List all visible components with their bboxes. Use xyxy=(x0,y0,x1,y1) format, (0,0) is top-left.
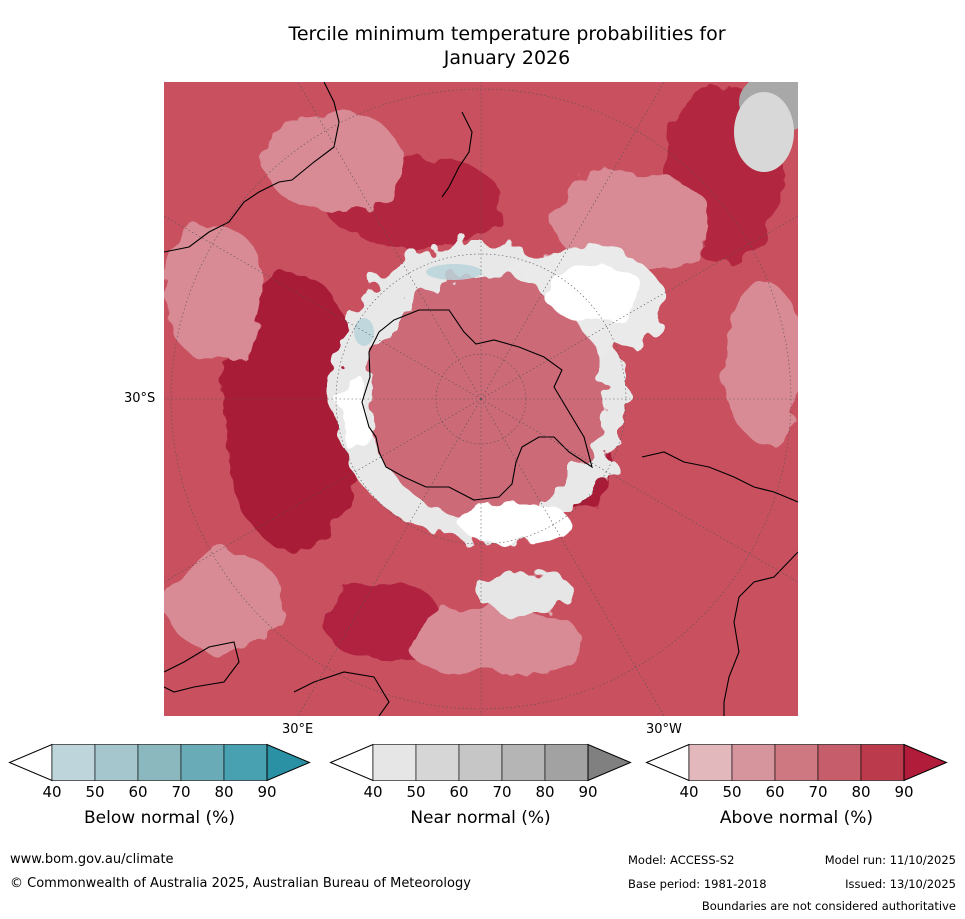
cbar-above-tick-60: 60 xyxy=(765,783,785,801)
contour-light-sw xyxy=(164,552,284,652)
cbar-above-seg-1 xyxy=(688,744,733,781)
cbar-below-seg-0 xyxy=(8,743,53,782)
cbar-below-tick-90: 90 xyxy=(257,783,277,801)
cbar-near-seg-0 xyxy=(329,743,374,782)
footer-issued: Issued: 13/10/2025 xyxy=(845,877,956,891)
cbar-above-tick-90: 90 xyxy=(894,783,914,801)
lat-label-30s: 30°S xyxy=(124,391,156,406)
cbar-near-tick-80: 80 xyxy=(535,783,555,801)
contour-light-s xyxy=(404,607,584,677)
above-normal-core xyxy=(366,275,602,519)
cbar-above-seg-3 xyxy=(774,744,819,781)
meridian-150w xyxy=(480,82,665,400)
south-america-coastline xyxy=(641,451,798,716)
near-light-patch-ne xyxy=(734,92,794,172)
cbar-below-seg-3 xyxy=(137,744,182,781)
antarctica-coastline xyxy=(361,309,593,501)
cbar-below-seg-2 xyxy=(94,744,139,781)
colorbar-below-normal xyxy=(8,743,311,782)
colorbar-near-svg xyxy=(329,743,632,782)
cbar-above-tick-40: 40 xyxy=(679,783,699,801)
colorbar-above-normal xyxy=(645,743,948,782)
below-normal-patch-west xyxy=(354,318,374,346)
cbar-near-seg-2 xyxy=(415,744,460,781)
cbar-near-tick-60: 60 xyxy=(449,783,469,801)
cbar-below-tick-50: 50 xyxy=(85,783,105,801)
coastlines xyxy=(164,82,798,716)
lon-label-30e: 30°E xyxy=(282,722,314,737)
colorbar-near-normal xyxy=(329,743,632,782)
white-patch-south xyxy=(459,500,569,544)
cbar-near-seg-3 xyxy=(458,744,503,781)
colorbar-below-title: Below normal (%) xyxy=(84,808,235,828)
contour-light-nw xyxy=(164,222,264,362)
map-svg xyxy=(164,82,798,716)
white-patches xyxy=(340,262,644,544)
cbar-near-seg-5 xyxy=(544,744,589,781)
footer-model-run: Model run: 11/10/2025 xyxy=(824,853,956,867)
probability-map[interactable] xyxy=(164,82,798,716)
cbar-above-seg-2 xyxy=(731,744,776,781)
graticule xyxy=(164,82,798,716)
cbar-above-tick-50: 50 xyxy=(722,783,742,801)
cbar-above-seg-6 xyxy=(903,743,948,782)
probability-contours xyxy=(164,82,798,677)
meridian-30e xyxy=(297,398,482,716)
lon-label-30w: 30°W xyxy=(646,722,682,737)
meridian-120e xyxy=(164,215,482,400)
colorbar-above-title: Above normal (%) xyxy=(719,808,874,828)
colorbar-above-svg xyxy=(645,743,948,782)
footer-website-link[interactable]: www.bom.gov.au/climate xyxy=(10,852,174,867)
footer-model: Model: ACCESS-S2 xyxy=(628,853,735,867)
cbar-below-tick-70: 70 xyxy=(171,783,191,801)
meridian-150e xyxy=(297,82,482,400)
cbar-below-tick-60: 60 xyxy=(128,783,148,801)
cbar-above-tick-70: 70 xyxy=(808,783,828,801)
cbar-below-tick-80: 80 xyxy=(214,783,234,801)
cbar-near-seg-6 xyxy=(587,743,632,782)
cbar-near-tick-90: 90 xyxy=(578,783,598,801)
africa-coastline xyxy=(164,641,390,716)
meridian-60w xyxy=(480,398,798,583)
cbar-near-tick-40: 40 xyxy=(363,783,383,801)
colorbar-near-title: Near normal (%) xyxy=(410,808,551,828)
cbar-near-tick-70: 70 xyxy=(492,783,512,801)
cbar-near-seg-4 xyxy=(501,744,546,781)
australia-coastline xyxy=(164,82,340,253)
below-normal-patch xyxy=(426,264,482,280)
white-patch-west xyxy=(340,372,368,452)
cbar-above-seg-5 xyxy=(860,744,905,781)
contour-light-e xyxy=(724,282,798,442)
cbar-above-tick-80: 80 xyxy=(851,783,871,801)
cbar-below-seg-6 xyxy=(266,743,311,782)
cbar-above-seg-4 xyxy=(817,744,862,781)
footer-disclaimer: Boundaries are not considered authoritat… xyxy=(701,899,956,913)
footer-copyright: © Commonwealth of Australia 2025, Austra… xyxy=(10,876,471,891)
cbar-above-seg-0 xyxy=(645,743,690,782)
cbar-near-seg-1 xyxy=(372,744,417,781)
cbar-near-tick-50: 50 xyxy=(406,783,426,801)
meridian-120w xyxy=(480,215,798,400)
latitude-circle-30s xyxy=(170,88,792,710)
contour-light-n xyxy=(264,112,404,212)
new-zealand-coastline xyxy=(441,111,473,198)
cbar-below-seg-4 xyxy=(180,744,225,781)
meridian-60e xyxy=(164,398,482,583)
meridian-30w xyxy=(480,398,665,716)
cbar-below-seg-1 xyxy=(51,744,96,781)
title-line-2: January 2026 xyxy=(443,47,571,69)
contour-light-ne xyxy=(554,172,714,272)
map-title: Tercile minimum temperature probabilitie… xyxy=(164,22,850,70)
footer-base-period: Base period: 1981-2018 xyxy=(628,877,767,891)
cbar-below-seg-5 xyxy=(223,744,268,781)
cbar-below-tick-40: 40 xyxy=(42,783,62,801)
white-patch-north xyxy=(544,262,644,322)
near-normal-south-lobe xyxy=(474,572,574,612)
colorbar-below-svg xyxy=(8,743,311,782)
title-line-1: Tercile minimum temperature probabilitie… xyxy=(288,23,726,45)
contour-dark-west xyxy=(224,272,364,552)
